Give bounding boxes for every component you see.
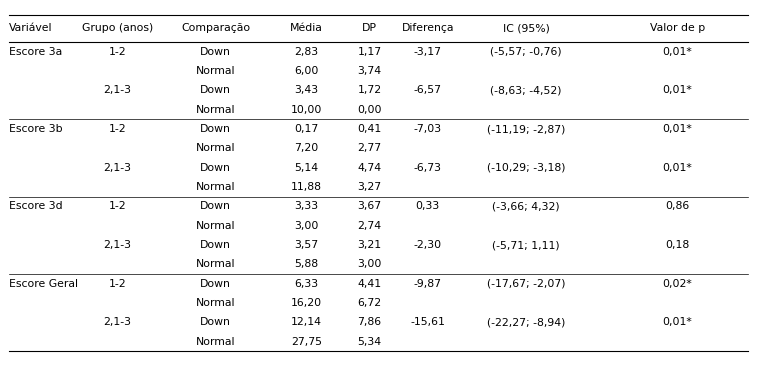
Text: 1-2: 1-2 [108, 124, 126, 134]
Text: Down: Down [201, 240, 231, 250]
Text: 3,74: 3,74 [357, 66, 382, 76]
Text: 7,20: 7,20 [294, 143, 319, 153]
Text: 1,72: 1,72 [357, 85, 382, 96]
Text: 2,77: 2,77 [357, 143, 382, 153]
Text: 3,43: 3,43 [294, 85, 319, 96]
Text: Normal: Normal [196, 105, 235, 115]
Text: Down: Down [201, 85, 231, 96]
Text: -7,03: -7,03 [413, 124, 442, 134]
Text: 0,01*: 0,01* [662, 47, 693, 57]
Text: Média: Média [290, 23, 323, 33]
Text: DP: DP [362, 23, 377, 33]
Text: 2,1-3: 2,1-3 [104, 240, 131, 250]
Text: -6,57: -6,57 [414, 85, 441, 96]
Text: Down: Down [201, 163, 231, 173]
Text: Escore Geral: Escore Geral [9, 279, 78, 289]
Text: Normal: Normal [196, 221, 235, 231]
Text: -6,73: -6,73 [414, 163, 441, 173]
Text: 0,17: 0,17 [294, 124, 319, 134]
Text: 12,14: 12,14 [291, 317, 322, 327]
Text: Down: Down [201, 279, 231, 289]
Text: (-22,27; -8,94): (-22,27; -8,94) [487, 317, 565, 327]
Text: (-8,63; -4,52): (-8,63; -4,52) [491, 85, 562, 96]
Text: 0,18: 0,18 [665, 240, 690, 250]
Text: (-5,71; 1,11): (-5,71; 1,11) [492, 240, 560, 250]
Text: -9,87: -9,87 [414, 279, 441, 289]
Text: 0,01*: 0,01* [662, 317, 693, 327]
Text: (-5,57; -0,76): (-5,57; -0,76) [491, 47, 562, 57]
Text: 2,74: 2,74 [357, 221, 382, 231]
Text: 1-2: 1-2 [108, 279, 126, 289]
Text: -15,61: -15,61 [410, 317, 445, 327]
Text: Down: Down [201, 201, 231, 212]
Text: 3,21: 3,21 [357, 240, 382, 250]
Text: Variável: Variável [9, 23, 52, 33]
Text: 3,67: 3,67 [357, 201, 382, 212]
Text: Down: Down [201, 124, 231, 134]
Text: Normal: Normal [196, 298, 235, 308]
Text: 3,00: 3,00 [357, 259, 382, 269]
Text: 6,72: 6,72 [357, 298, 382, 308]
Text: (-10,29; -3,18): (-10,29; -3,18) [487, 163, 565, 173]
Text: Escore 3b: Escore 3b [9, 124, 63, 134]
Text: 5,34: 5,34 [357, 337, 382, 347]
Text: IC (95%): IC (95%) [503, 23, 550, 33]
Text: -2,30: -2,30 [413, 240, 442, 250]
Text: Comparação: Comparação [181, 23, 251, 33]
Text: 0,01*: 0,01* [662, 85, 693, 96]
Text: Diferença: Diferença [401, 23, 454, 33]
Text: Normal: Normal [196, 182, 235, 192]
Text: Grupo (anos): Grupo (anos) [82, 23, 153, 33]
Text: 2,83: 2,83 [294, 47, 319, 57]
Text: 3,27: 3,27 [357, 182, 382, 192]
Text: 6,33: 6,33 [294, 279, 319, 289]
Text: Normal: Normal [196, 143, 235, 153]
Text: 2,1-3: 2,1-3 [104, 163, 131, 173]
Text: 1,17: 1,17 [357, 47, 382, 57]
Text: 27,75: 27,75 [291, 337, 322, 347]
Text: 0,00: 0,00 [357, 105, 382, 115]
Text: 3,00: 3,00 [294, 221, 319, 231]
Text: Escore 3a: Escore 3a [9, 47, 62, 57]
Text: 1-2: 1-2 [108, 201, 126, 212]
Text: Escore 3d: Escore 3d [9, 201, 63, 212]
Text: 3,33: 3,33 [294, 201, 319, 212]
Text: 4,41: 4,41 [357, 279, 382, 289]
Text: 5,88: 5,88 [294, 259, 319, 269]
Text: Normal: Normal [196, 259, 235, 269]
Text: 5,14: 5,14 [294, 163, 319, 173]
Text: -3,17: -3,17 [414, 47, 441, 57]
Text: 6,00: 6,00 [294, 66, 319, 76]
Text: Normal: Normal [196, 66, 235, 76]
Text: Normal: Normal [196, 337, 235, 347]
Text: Down: Down [201, 317, 231, 327]
Text: 3,57: 3,57 [294, 240, 319, 250]
Text: Valor de p: Valor de p [650, 23, 705, 33]
Text: 11,88: 11,88 [291, 182, 322, 192]
Text: 0,33: 0,33 [416, 201, 440, 212]
Text: 10,00: 10,00 [291, 105, 322, 115]
Text: (-11,19; -2,87): (-11,19; -2,87) [487, 124, 565, 134]
Text: 0,41: 0,41 [357, 124, 382, 134]
Text: 4,74: 4,74 [357, 163, 382, 173]
Text: 0,86: 0,86 [665, 201, 690, 212]
Text: (-3,66; 4,32): (-3,66; 4,32) [492, 201, 560, 212]
Text: 16,20: 16,20 [291, 298, 322, 308]
Text: 2,1-3: 2,1-3 [104, 85, 131, 96]
Text: 0,01*: 0,01* [662, 124, 693, 134]
Text: 0,02*: 0,02* [662, 279, 693, 289]
Text: 2,1-3: 2,1-3 [104, 317, 131, 327]
Text: 0,01*: 0,01* [662, 163, 693, 173]
Text: (-17,67; -2,07): (-17,67; -2,07) [487, 279, 565, 289]
Text: 1-2: 1-2 [108, 47, 126, 57]
Text: Down: Down [201, 47, 231, 57]
Text: 7,86: 7,86 [357, 317, 382, 327]
